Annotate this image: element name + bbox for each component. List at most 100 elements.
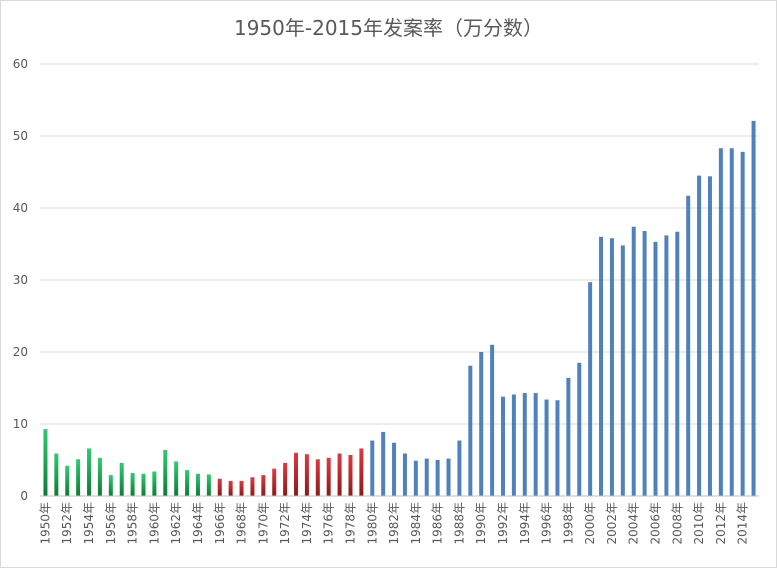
chart-title: 1950年-2015年发案率（万分数）: [233, 16, 543, 40]
x-tick-label: 1972年: [278, 502, 292, 545]
bar: [348, 454, 353, 496]
x-tick-label: 2008年: [670, 502, 684, 545]
bar: [326, 457, 331, 496]
bar: [108, 475, 113, 496]
x-tick-label: 1952年: [60, 502, 74, 545]
bar: [337, 453, 342, 496]
x-tick-label: 1980年: [365, 502, 379, 545]
x-tick-label: 2012年: [714, 502, 728, 545]
x-tick-label: 1988年: [452, 502, 466, 545]
bar: [490, 344, 495, 496]
x-tick-label: 1954年: [82, 502, 96, 545]
bar: [370, 440, 375, 496]
x-tick-label: 1964年: [191, 502, 205, 545]
bar: [65, 465, 70, 496]
y-tick-label: 50: [13, 129, 28, 143]
y-tick-label: 30: [13, 273, 28, 287]
bar: [43, 429, 48, 496]
x-tick-label: 1958年: [126, 502, 140, 545]
y-tick-label: 0: [20, 489, 28, 503]
bar: [544, 399, 549, 496]
bar: [97, 457, 102, 496]
x-tick-label: 1976年: [322, 502, 336, 545]
bar: [599, 236, 604, 497]
bar: [424, 458, 429, 496]
bar: [315, 459, 320, 496]
x-tick-label: 1960年: [147, 502, 161, 545]
bar: [511, 394, 516, 496]
x-tick-label: 1982年: [387, 502, 401, 545]
x-tick-label: 2010年: [692, 502, 706, 545]
bar: [740, 151, 745, 496]
x-axis-ticks: 1950年 1952年 1954年 1956年 1958年 1960年 1962年 1964年…: [38, 502, 749, 545]
bar: [653, 241, 658, 496]
x-tick-label: 1970年: [256, 502, 270, 545]
x-tick-label: 2014年: [736, 502, 750, 545]
bar: [141, 473, 146, 496]
bar: [195, 473, 200, 496]
x-tick-label: 1968年: [235, 502, 249, 545]
bar: [152, 471, 157, 496]
bar: [675, 231, 680, 496]
grid-lines: [40, 63, 759, 425]
bar: [707, 176, 712, 496]
x-tick-label: 1978年: [343, 502, 357, 545]
x-tick-label: 2000年: [583, 502, 597, 545]
x-tick-label: 1986年: [431, 502, 445, 545]
x-tick-label: 2004年: [627, 502, 641, 545]
x-tick-label: 1966年: [213, 502, 227, 545]
bar: [174, 461, 179, 496]
bar: [457, 440, 462, 496]
bar: [533, 393, 538, 496]
x-tick-label: 1994年: [518, 502, 532, 545]
bar: [359, 448, 364, 496]
bar: [54, 453, 59, 496]
x-tick-label: 2006年: [649, 502, 663, 545]
bar: [294, 452, 299, 496]
bar: [239, 480, 244, 496]
y-tick-label: 20: [13, 345, 28, 359]
bar: [283, 462, 288, 496]
bar: [555, 400, 560, 496]
bar: [217, 478, 222, 496]
bar: [446, 458, 451, 496]
bar: [500, 396, 505, 496]
y-tick-label: 40: [13, 201, 28, 215]
bar: [119, 462, 124, 496]
bar: [87, 448, 92, 496]
bar: [392, 442, 397, 496]
x-tick-label: 1950年: [38, 502, 52, 545]
bar: [130, 472, 135, 496]
x-tick-label: 1990年: [474, 502, 488, 545]
bar: [609, 238, 614, 497]
bar: [272, 468, 277, 496]
bar: [729, 148, 734, 497]
bar: [588, 282, 593, 496]
x-tick-label: 1974年: [300, 502, 314, 545]
bar: [697, 175, 702, 496]
bar: [206, 474, 211, 496]
y-tick-label: 10: [13, 417, 28, 431]
bar: [413, 460, 418, 496]
x-tick-label: 1992年: [496, 502, 510, 545]
bar: [402, 453, 407, 496]
bars: [43, 120, 756, 497]
bar: [185, 470, 190, 496]
bar: [686, 195, 691, 496]
bar: [250, 477, 255, 496]
y-tick-label: 60: [13, 57, 28, 71]
bar: [631, 226, 636, 496]
bar: [522, 393, 527, 496]
bar: [163, 449, 168, 496]
bar: [566, 377, 571, 496]
x-tick-label: 1962年: [169, 502, 183, 545]
x-tick-label: 1984年: [409, 502, 423, 545]
x-tick-label: 1996年: [540, 502, 554, 545]
bar: [381, 431, 386, 496]
x-tick-label: 1956年: [104, 502, 118, 545]
bar: [577, 362, 582, 496]
x-tick-label: 2002年: [605, 502, 619, 545]
bar: [468, 365, 473, 496]
x-tick-label: 1998年: [561, 502, 575, 545]
